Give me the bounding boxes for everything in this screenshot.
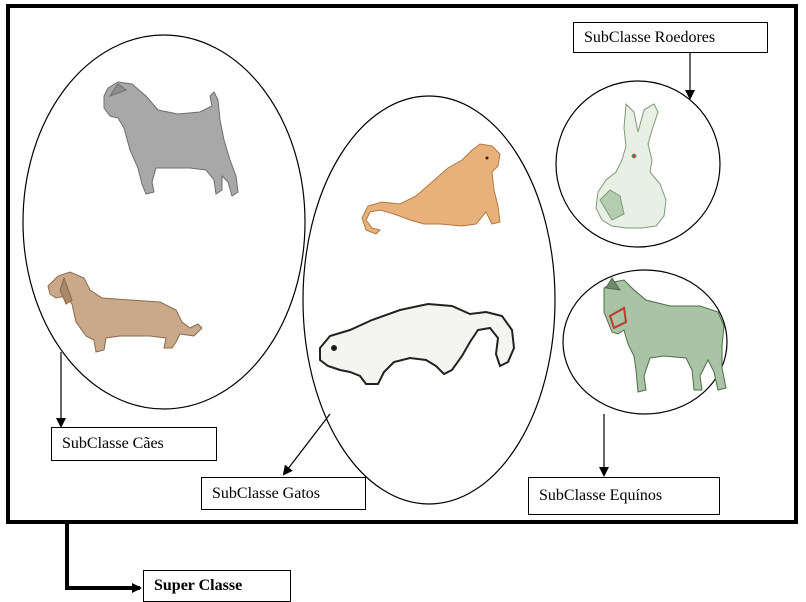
dachshund-icon — [47, 271, 203, 353]
caes-group-ellipse — [22, 34, 306, 410]
subclass-gatos-label: SubClasse Gatos — [201, 477, 366, 510]
roedores-group-ellipse — [555, 80, 721, 248]
gatos-group-ellipse — [302, 95, 556, 505]
super-class-frame — [6, 4, 798, 524]
equinos-group-ellipse — [562, 269, 728, 415]
rabbit-icon — [595, 102, 667, 229]
dog-icon — [103, 81, 239, 197]
subclass-equinos-label: SubClasse Equínos — [528, 477, 720, 515]
donkey-icon — [603, 277, 727, 393]
subclass-roedores-label: SubClasse Roedores — [573, 22, 768, 53]
super-class-label: Super Classe — [143, 570, 291, 602]
ferret-icon — [319, 302, 516, 385]
cougar-icon — [361, 143, 501, 235]
gatos-connector — [282, 413, 331, 476]
subclass-caes-label: SubClasse Cães — [51, 427, 217, 461]
super-connector — [65, 524, 142, 593]
